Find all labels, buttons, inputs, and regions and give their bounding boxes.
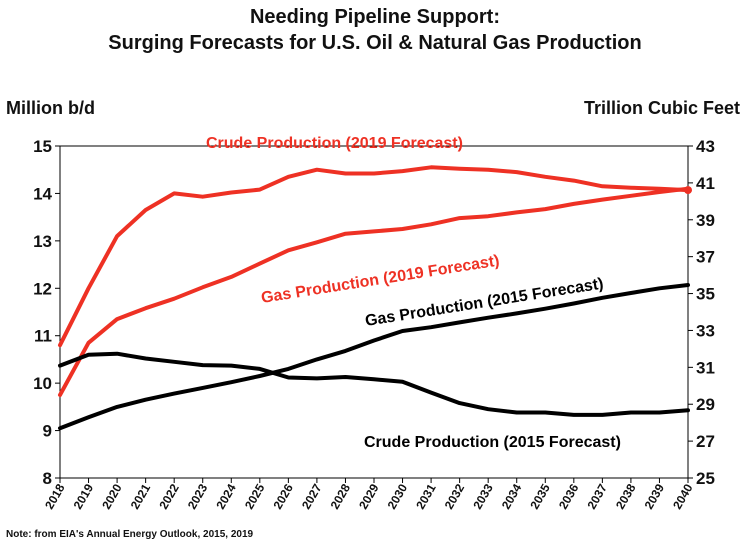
x-axis-tick-label: 2025 bbox=[242, 481, 268, 511]
right-axis-tick-label: 37 bbox=[696, 248, 715, 267]
right-axis-tick-label: 39 bbox=[696, 211, 715, 230]
right-axis-tick-label: 35 bbox=[696, 285, 715, 304]
right-axis-tick-label: 29 bbox=[696, 395, 715, 414]
left-axis-tick-label: 9 bbox=[43, 422, 52, 441]
series-end-marker bbox=[684, 186, 692, 195]
chart-subtitle: Surging Forecasts for U.S. Oil & Natural… bbox=[108, 32, 642, 54]
left-axis-tick-label: 8 bbox=[43, 469, 52, 488]
series-annotation-label: Crude Production (2015 Forecast) bbox=[364, 434, 621, 451]
x-axis-tick-label: 2036 bbox=[556, 481, 582, 511]
x-axis-tick-label: 2037 bbox=[584, 481, 610, 511]
series-line-2 bbox=[58, 186, 690, 397]
x-axis-tick-label: 2039 bbox=[642, 481, 668, 511]
right-axis-tick-label: 43 bbox=[696, 137, 715, 156]
x-axis-tick-label: 2031 bbox=[413, 481, 439, 511]
x-axis-tick-label: 2030 bbox=[385, 481, 411, 511]
x-axis-tick-label: 2034 bbox=[499, 481, 525, 511]
right-axis-tick-label: 41 bbox=[696, 174, 715, 193]
x-axis-tick-label: 2019 bbox=[71, 481, 97, 511]
right-axis-tick-label: 27 bbox=[696, 432, 715, 451]
series-line-4 bbox=[58, 351, 690, 417]
x-axis-tick-label: 2028 bbox=[328, 481, 354, 511]
left-axis-tick-label: 12 bbox=[33, 279, 52, 298]
chart-title: Needing Pipeline Support: bbox=[249, 6, 500, 28]
x-axis-tick-label: 2035 bbox=[527, 481, 553, 511]
x-axis-tick-label: 2024 bbox=[213, 481, 239, 511]
x-axis-tick-label: 2021 bbox=[128, 481, 154, 511]
x-axis-tick-label: 2029 bbox=[356, 481, 382, 511]
left-axis-tick-label: 11 bbox=[34, 327, 52, 346]
x-axis-tick-label: 2020 bbox=[99, 481, 125, 511]
x-axis-tick-label: 2023 bbox=[185, 481, 211, 511]
x-axis-tick-label: 2033 bbox=[470, 481, 496, 511]
x-axis-tick-label: 2032 bbox=[442, 481, 468, 511]
x-axis-tick-label: 2040 bbox=[670, 481, 696, 511]
x-axis-tick-label: 2038 bbox=[613, 481, 639, 511]
right-axis-tick-label: 25 bbox=[696, 469, 715, 488]
x-axis-tick-label: 2022 bbox=[156, 481, 182, 511]
right-axis-tick-label: 33 bbox=[696, 321, 715, 340]
series-line-1 bbox=[58, 165, 690, 348]
x-axis-tick-label: 2026 bbox=[270, 481, 296, 511]
left-axis-tick-label: 15 bbox=[33, 137, 52, 156]
right-axis-title: Trillion Cubic Feet bbox=[583, 98, 740, 118]
right-axis-tick-label: 31 bbox=[696, 358, 715, 377]
source-note: Note: from EIA's Annual Energy Outlook, … bbox=[6, 529, 254, 540]
left-axis-tick-label: 14 bbox=[33, 184, 52, 203]
x-axis-tick-label: 2027 bbox=[299, 481, 325, 511]
left-axis-tick-label: 13 bbox=[33, 232, 52, 251]
series-annotation-label: Crude Production (2019 Forecast) bbox=[206, 135, 463, 152]
left-axis-title: Million b/d bbox=[6, 98, 95, 118]
series-line-3 bbox=[58, 283, 690, 431]
left-axis-tick-label: 10 bbox=[33, 374, 52, 393]
